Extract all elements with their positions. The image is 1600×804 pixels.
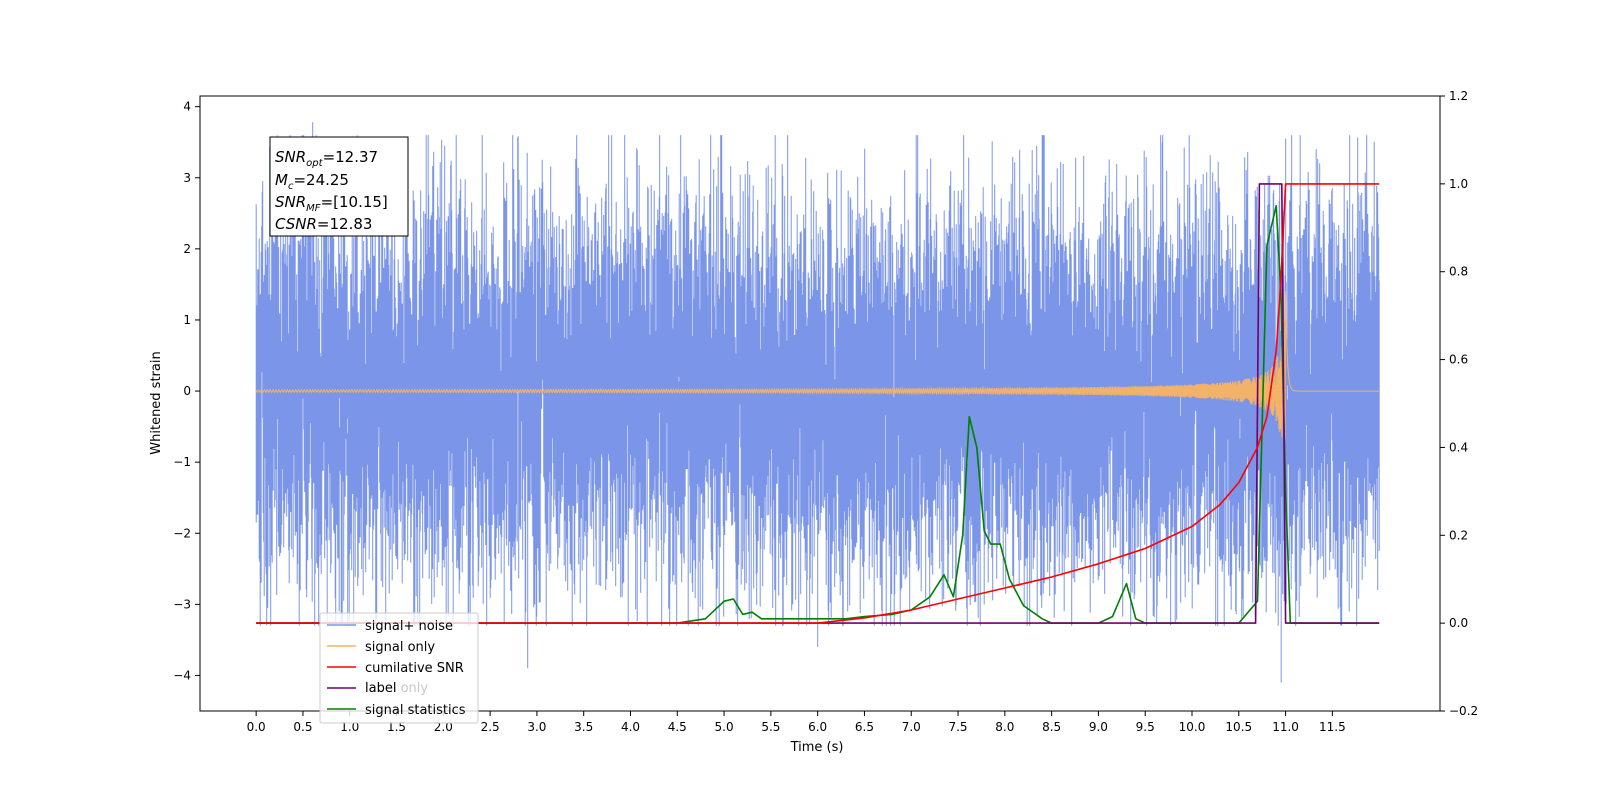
- right-y-tick-label: 0.0: [1449, 616, 1468, 630]
- series-layer: [255, 122, 1380, 683]
- snr-annotation-box: SNRopt=12.37 Mc=24.25 SNRMF=[10.15] CSNR…: [269, 136, 409, 237]
- x-tick-label: 10.5: [1225, 720, 1252, 734]
- legend-label-signal-statistics: signal statistics: [365, 703, 466, 718]
- y-tick-label: 3: [183, 171, 191, 185]
- x-tick-label: 3.5: [574, 720, 593, 734]
- y-tick-label: −3: [173, 597, 191, 611]
- legend-label-signal-only: signal only: [365, 640, 435, 655]
- x-tick-label: 4.5: [668, 720, 687, 734]
- x-tick-label: 3.0: [527, 720, 546, 734]
- series-cumulative-snr: [256, 183, 1380, 624]
- y-tick-label: 4: [183, 100, 191, 114]
- legend-label-label-only: label only: [365, 681, 428, 696]
- series-label: [256, 183, 1380, 624]
- right-y-tick-label: 1.0: [1449, 177, 1468, 191]
- x-tick-label: 6.0: [808, 720, 827, 734]
- x-tick-label: 5.0: [715, 720, 734, 734]
- y-tick-label: −1: [173, 455, 191, 469]
- annotation-snr-opt: SNRopt=12.37: [275, 148, 378, 169]
- right-y-tick-label: 0.8: [1449, 265, 1468, 279]
- right-y-tick-label: 0.2: [1449, 528, 1468, 542]
- y-tick-label: 0: [183, 384, 191, 398]
- y-tick-label: 1: [183, 313, 191, 327]
- right-y-tick-label: −0.2: [1449, 704, 1478, 718]
- legend-label-signal-noise: signal+ noise: [365, 619, 453, 634]
- right-y-tick-label: 0.4: [1449, 440, 1468, 454]
- x-tick-label: 0.0: [247, 720, 266, 734]
- annotation-snr-mf: SNRMF=[10.15]: [275, 193, 388, 214]
- plot-frame: [199, 95, 1441, 712]
- x-tick-label: 8.0: [995, 720, 1014, 734]
- y-tick-label: 2: [183, 242, 191, 256]
- annotation-mc: Mc=24.25: [275, 171, 349, 192]
- x-tick-label: 11.0: [1272, 720, 1299, 734]
- x-tick-label: 4.0: [621, 720, 640, 734]
- x-tick-label: 9.0: [1089, 720, 1108, 734]
- annotation-frame: [269, 136, 409, 237]
- annotation-csnr: CSNR=12.83: [275, 215, 372, 233]
- x-axis-label: Time (s): [790, 740, 844, 755]
- x-tick-label: 9.5: [1136, 720, 1155, 734]
- legend: signal+ noise signal only cumilative SNR…: [319, 612, 479, 724]
- x-axis-ticks: 0.0 0.5 1.0 1.5 2.0 2.5 3.0 3.5 4.0 4.5 5.0 5.5 6.0 6…: [247, 711, 1346, 734]
- x-tick-label: 8.5: [1042, 720, 1061, 734]
- legend-frame: [319, 612, 479, 724]
- x-tick-label: 10.0: [1179, 720, 1206, 734]
- x-tick-label: 7.0: [902, 720, 921, 734]
- x-tick-label: 5.5: [761, 720, 780, 734]
- y-axis-label: Whitened strain: [149, 351, 164, 454]
- series-signal-only: [255, 291, 1379, 445]
- x-tick-label: 7.5: [948, 720, 967, 734]
- x-tick-label: 11.5: [1319, 720, 1346, 734]
- right-y-axis-ticks: 1.2 1.0 0.8 0.6 0.4 0.2 0.0 −0.2: [1440, 89, 1478, 718]
- y-tick-label: −2: [173, 526, 191, 540]
- x-tick-label: 0.5: [293, 720, 312, 734]
- y-axis-ticks: 4 3 2 1 0 −1 −2 −3 −4: [173, 100, 200, 682]
- legend-label-label: label: [365, 681, 396, 696]
- y-tick-label: −4: [173, 668, 191, 682]
- x-tick-label: 2.5: [481, 720, 500, 734]
- legend-label-cumulative-snr: cumilative SNR: [365, 661, 464, 676]
- x-tick-label: 6.5: [855, 720, 874, 734]
- right-y-tick-label: 1.2: [1449, 89, 1468, 103]
- right-y-tick-label: 0.6: [1449, 353, 1468, 367]
